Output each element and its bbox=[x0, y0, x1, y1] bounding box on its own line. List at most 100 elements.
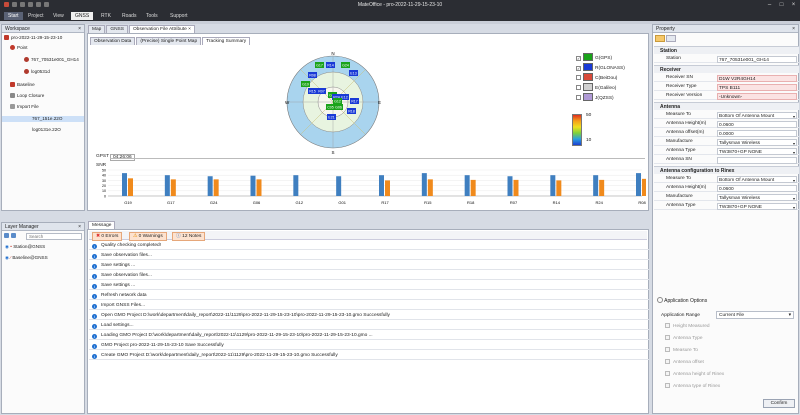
property-select[interactable]: TW3870+GP NONE ▾ bbox=[717, 147, 797, 155]
checkbox-glonass[interactable]: ✓ bbox=[576, 66, 581, 71]
message-row[interactable]: i Loading GMO Project D:\work\department\… bbox=[89, 332, 649, 340]
undo-icon[interactable] bbox=[20, 2, 25, 7]
tree-loop-closure[interactable]: Loop Closure bbox=[10, 93, 44, 99]
satellite-marker[interactable]: R07 bbox=[317, 88, 326, 94]
legend-beidou[interactable]: C(BeiDou) bbox=[576, 73, 617, 81]
menu-tools[interactable]: Tools bbox=[146, 13, 158, 19]
eye-icon[interactable]: ◉ bbox=[5, 255, 10, 260]
property-value-field[interactable]: 0.0600 bbox=[717, 120, 797, 128]
satellite-marker[interactable]: G12 bbox=[333, 98, 342, 104]
satellite-marker[interactable]: G19 bbox=[301, 81, 310, 87]
tab-single-point-map[interactable]: (Precise) Single Point Map bbox=[136, 37, 202, 45]
message-row[interactable]: i Create GMO Project D:\work\department\d… bbox=[89, 352, 649, 360]
checkbox-beidou[interactable] bbox=[576, 75, 581, 80]
minimize-icon[interactable]: – bbox=[767, 2, 772, 8]
filter-warnings[interactable]: ⚠ 0 Warnings bbox=[129, 232, 167, 241]
tab-message[interactable]: Message bbox=[88, 221, 116, 229]
checkbox-gps[interactable]: ✓ bbox=[576, 56, 581, 61]
satellite-marker[interactable]: R08 bbox=[308, 72, 317, 78]
tree-import-file[interactable]: Import File bbox=[10, 104, 39, 110]
close-icon[interactable]: × bbox=[78, 26, 81, 32]
property-select[interactable]: Tallysman Wireless ▾ bbox=[717, 138, 797, 146]
satellite-marker[interactable]: G17 bbox=[315, 62, 324, 68]
layer-search-input[interactable] bbox=[26, 233, 82, 240]
tab-gnss[interactable]: GNSS bbox=[106, 25, 128, 33]
option-antenna-type-rinex[interactable]: Antenna type of Rinex bbox=[665, 383, 720, 389]
property-select[interactable]: TW3870+GP NONE ▾ bbox=[717, 202, 797, 210]
message-row[interactable]: i Save settings ... bbox=[89, 282, 649, 290]
maximize-icon[interactable]: □ bbox=[779, 2, 784, 8]
new-icon[interactable] bbox=[36, 2, 41, 7]
layer-station[interactable]: ◉ • Station@GNSS bbox=[5, 244, 45, 250]
tree-file-2[interactable]: log0131e.22O bbox=[32, 127, 61, 133]
property-value-field[interactable]: 0.0600 bbox=[717, 184, 797, 192]
satellite-marker[interactable]: R17 bbox=[350, 98, 359, 104]
tab-observation-data[interactable]: Observation Data bbox=[90, 37, 136, 45]
property-value-field[interactable]: 767_70531e001_GH14 bbox=[717, 55, 797, 63]
tab-tracking-summary[interactable]: Tracking Summary bbox=[202, 37, 251, 45]
menu-roads[interactable]: Roads bbox=[122, 13, 137, 19]
satellite-marker[interactable]: E21 bbox=[327, 114, 336, 120]
alphabetical-view-icon[interactable] bbox=[666, 35, 677, 42]
layer-remove-icon[interactable] bbox=[11, 233, 16, 238]
satellite-marker[interactable]: R24 bbox=[332, 94, 341, 100]
satellite-marker[interactable]: R18 bbox=[347, 108, 356, 114]
checkbox-qzss[interactable] bbox=[576, 95, 581, 100]
message-row[interactable]: i Save observation files... bbox=[89, 272, 649, 280]
filter-errors[interactable]: ✖ 0 Errors bbox=[92, 232, 123, 241]
option-height-measured[interactable]: Height Measured bbox=[665, 323, 710, 329]
property-section[interactable]: Station bbox=[654, 46, 799, 54]
message-row[interactable]: i Refresh network data bbox=[89, 292, 649, 300]
option-measure-to[interactable]: Measure To bbox=[665, 347, 698, 353]
menu-start[interactable]: Start bbox=[4, 12, 23, 20]
property-value-field[interactable]: 0.0000 bbox=[717, 129, 797, 137]
collapse-icon[interactable] bbox=[657, 297, 663, 303]
property-select[interactable]: Tallysman Wireless ▾ bbox=[717, 193, 797, 201]
save-icon[interactable] bbox=[12, 2, 17, 7]
time-slider-track[interactable] bbox=[110, 158, 645, 159]
tab-map[interactable]: Map bbox=[88, 25, 106, 33]
eye-icon[interactable]: ◉ bbox=[5, 244, 10, 249]
legend-qzss[interactable]: J(QZSS) bbox=[576, 93, 614, 101]
confirm-button[interactable]: Confirm bbox=[763, 399, 795, 408]
property-value-field[interactable]: TPS B111 bbox=[717, 83, 797, 91]
message-row[interactable]: i Save settings ... bbox=[89, 262, 649, 270]
property-section[interactable]: Receiver bbox=[654, 65, 799, 73]
message-row[interactable]: i Import GNSS Files... bbox=[89, 302, 649, 310]
satellite-marker[interactable]: E13 bbox=[349, 70, 358, 76]
layer-baseline[interactable]: ◉ ⁄ Baseline@GNSS bbox=[5, 255, 48, 261]
tab-observation-file-attribute[interactable]: Observation File Attribute × bbox=[128, 25, 195, 33]
satellite-marker[interactable]: G06 bbox=[334, 104, 343, 110]
option-checkbox[interactable] bbox=[665, 347, 670, 352]
tree-station-2[interactable]: log0531d bbox=[24, 69, 50, 75]
message-row[interactable]: i Open GMO Project D:\work\department\dai… bbox=[89, 312, 649, 320]
option-antenna-offset[interactable]: Antenna offset bbox=[665, 359, 704, 365]
satellite-marker[interactable]: G24 bbox=[341, 62, 350, 68]
quick-access-toolbar[interactable] bbox=[4, 2, 74, 9]
message-row[interactable]: i Load settings... bbox=[89, 322, 649, 330]
option-antenna-height-rinex[interactable]: Antenna height of Rinex bbox=[665, 371, 724, 377]
tree-file-selected[interactable]: 767_151e.22O bbox=[2, 116, 84, 122]
tree-station-1[interactable]: 767_70531e001_GH14 bbox=[24, 57, 79, 63]
option-checkbox[interactable] bbox=[665, 359, 670, 364]
property-value-field[interactable]: D1W V2R4GH14 bbox=[717, 74, 797, 82]
filter-notes[interactable]: ⓘ 12 Notes bbox=[172, 232, 206, 241]
close-icon[interactable]: × bbox=[792, 26, 795, 32]
close-icon[interactable]: × bbox=[791, 2, 796, 8]
checkbox-galileo[interactable] bbox=[576, 85, 581, 90]
close-icon[interactable]: × bbox=[78, 224, 81, 230]
message-row[interactable]: i Save observation files... bbox=[89, 252, 649, 260]
menu-support[interactable]: Support bbox=[170, 13, 188, 19]
property-section[interactable]: Antenna configuration to Rinex bbox=[654, 166, 799, 174]
option-checkbox[interactable] bbox=[665, 335, 670, 340]
satellite-marker[interactable]: C05 bbox=[326, 104, 335, 110]
property-select[interactable]: Bottom Of Antenna Mount ▾ bbox=[717, 175, 797, 183]
categorized-view-icon[interactable] bbox=[655, 35, 665, 42]
property-value-field[interactable] bbox=[717, 156, 797, 164]
tree-point[interactable]: Point bbox=[10, 45, 27, 51]
menu-project[interactable]: Project bbox=[28, 13, 44, 19]
layer-add-icon[interactable] bbox=[4, 233, 9, 238]
property-value-field[interactable]: -Unknown- bbox=[717, 92, 797, 100]
option-checkbox[interactable] bbox=[665, 383, 670, 388]
legend-galileo[interactable]: E(Galileo) bbox=[576, 83, 616, 91]
